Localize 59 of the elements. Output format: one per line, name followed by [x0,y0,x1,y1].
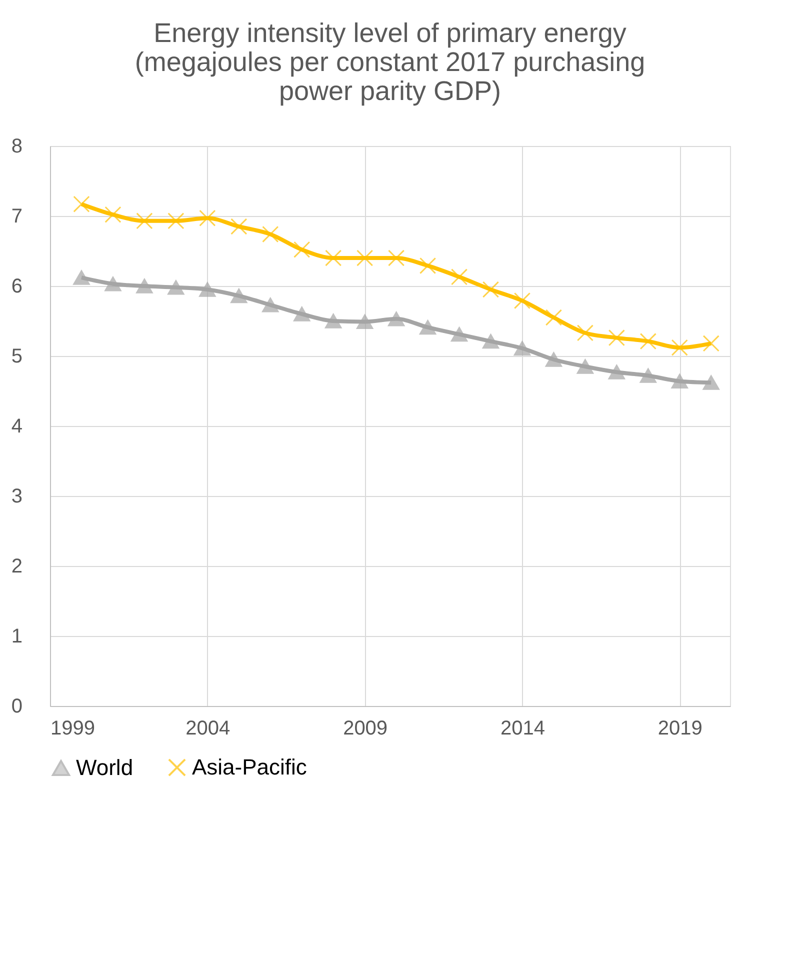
legend-label: World [76,755,134,780]
point [482,281,500,298]
point [514,292,531,310]
point [608,364,625,380]
point [388,312,405,326]
point [419,257,436,274]
y-tick-label: 3 [11,486,22,508]
x-tick-label: 2014 [500,718,545,740]
point [262,298,279,312]
legend-label: Asia-Pacific [192,754,307,780]
point [73,270,90,285]
point [450,268,468,286]
point [199,282,216,297]
y-tick-label: 6 [11,276,22,298]
x-tick-label: 2019 [658,718,702,740]
y-tick-label: 8 [11,136,22,158]
x-tick-label: 1999 [50,718,95,740]
point [356,250,374,266]
x-tick-label: 2004 [186,718,230,740]
point [294,306,310,322]
point [325,314,342,328]
point [136,278,153,294]
point [671,374,688,389]
point [199,210,216,226]
point [640,368,656,383]
point [230,218,248,235]
point [576,324,594,342]
chart-title: Energy intensity level of primary energy (megajoules per constant 2017 purchasing power parity GDP) [134,18,646,106]
point [608,329,625,346]
point [262,226,279,243]
point [482,334,500,349]
point [104,206,122,223]
point [230,288,248,304]
y-tick-label: 4 [11,416,22,438]
y-tick-label: 0 [11,696,22,718]
y-tick-label: 1 [11,626,22,648]
point [388,250,405,266]
point [325,250,342,266]
point [640,332,656,350]
point [73,196,90,212]
point [168,280,184,295]
point [545,309,562,326]
point [419,320,436,335]
point [702,375,720,390]
y-tick-label: 5 [11,346,22,368]
point [136,212,153,230]
point [545,352,562,367]
point [104,276,122,292]
point [702,335,720,352]
point [514,340,531,356]
point [450,326,468,342]
point [671,339,688,356]
y-tick-label: 7 [11,206,22,228]
x-tick-label: 2009 [343,718,388,740]
point [168,212,184,230]
point [294,241,310,258]
point [576,359,594,374]
y-tick-label: 2 [11,556,22,578]
point [356,314,374,330]
